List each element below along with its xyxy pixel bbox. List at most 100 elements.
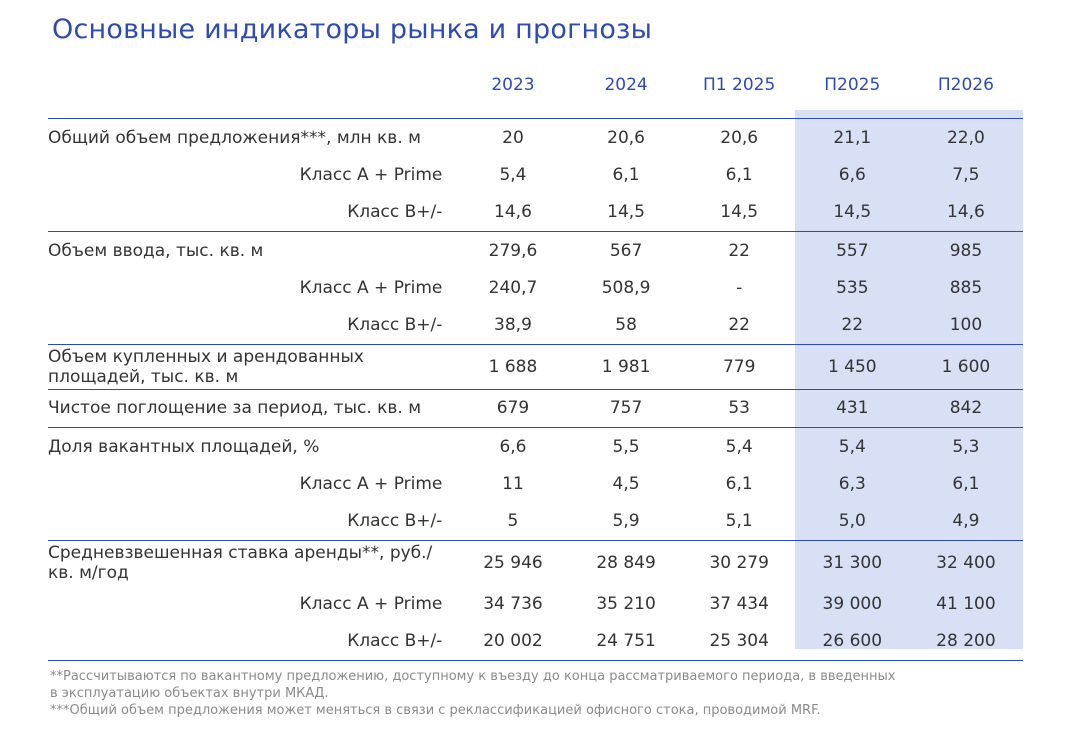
cell-value: 5,1 — [725, 511, 753, 532]
cell-value: 5,0 — [838, 511, 866, 532]
row-label: Класс В+/- — [347, 202, 443, 223]
cell-value: 557 — [795, 231, 909, 269]
indicators-table-container: 2023 2024 П1 2025 П2025 П2026 Общий объе… — [48, 62, 1023, 661]
column-header: П2026 — [908, 62, 1023, 119]
row-label: Объем купленных и арендованных площадей,… — [48, 343, 457, 389]
column-header: 2023 — [456, 62, 570, 119]
footnote-line: **Рассчитываются по вакантному предложен… — [50, 669, 896, 684]
cell-value: 885 — [949, 277, 983, 298]
cell-value: 20 — [502, 127, 524, 148]
table-row: Общий объем предложения***, млн кв. м 20… — [48, 119, 1023, 157]
cell-value: 28 200 — [908, 622, 1023, 661]
cell-value: 20,6 — [720, 127, 759, 148]
cell-value: 679 — [456, 388, 570, 428]
cell-value: 28 849 — [569, 540, 683, 585]
cell-value: 26 600 — [795, 622, 909, 661]
cell-value: 431 — [795, 388, 909, 428]
page-title: Основные индикаторы рынка и прогнозы — [52, 14, 653, 45]
table-row: Класс В+/- 14,6 14,5 14,5 14,5 14,6 — [48, 194, 1023, 232]
row-label: Класс В+/- — [347, 315, 443, 335]
cell-value: 6,1 — [952, 473, 980, 494]
table-row: Чистое поглощение за период, тыс. кв. м … — [48, 388, 1023, 428]
cell-value: 6,1 — [612, 165, 640, 185]
row-label: Чистое поглощение за период, тыс. кв. м — [48, 388, 457, 428]
column-header: 2024 — [569, 62, 683, 119]
cell-value: 6,6 — [456, 427, 570, 465]
table-row: Класс В+/- 20 002 24 751 25 304 26 600 2… — [48, 622, 1023, 661]
cell-value: 1 981 — [569, 343, 683, 389]
cell-value: 22 — [728, 315, 750, 335]
cell-value: - — [736, 277, 743, 298]
table-row: Класс В+/- 5 5,9 5,1 5,0 4,9 — [48, 503, 1023, 541]
footnotes: **Рассчитываются по вакантному предложен… — [50, 668, 950, 719]
cell-value: 240,7 — [488, 277, 538, 298]
cell-value: 6,1 — [725, 473, 753, 494]
cell-value: 38,9 — [494, 315, 532, 335]
row-label: Класс А + Prime — [299, 593, 443, 614]
cell-value: 22 — [682, 231, 796, 269]
cell-value: 14,5 — [833, 202, 872, 223]
column-header: П1 2025 — [682, 62, 796, 119]
cell-value: 35 210 — [596, 593, 656, 614]
cell-value: 842 — [908, 388, 1023, 428]
cell-value: 53 — [682, 388, 796, 428]
cell-value: 6,1 — [725, 165, 753, 185]
table-row: Класс А + Prime 240,7 508,9 - 535 885 — [48, 269, 1023, 307]
cell-value: 508,9 — [601, 277, 651, 298]
table-row: Класс В+/- 38,9 58 22 22 100 — [48, 307, 1023, 345]
cell-value: 14,5 — [720, 202, 759, 223]
row-label: Класс В+/- — [48, 622, 457, 661]
cell-value: 567 — [569, 231, 683, 269]
footnote-line: в эксплуатацию объектах внутри МКАД. — [50, 686, 329, 701]
cell-value: 30 279 — [682, 540, 796, 585]
table-row: Доля вакантных площадей, % 6,6 5,5 5,4 5… — [48, 427, 1023, 465]
cell-value: 6,6 — [838, 165, 866, 185]
cell-value: 4,9 — [952, 511, 980, 532]
cell-value: 20,6 — [607, 127, 645, 148]
row-label: Класс А + Prime — [299, 165, 443, 185]
cell-value: 14,5 — [607, 202, 645, 223]
cell-value: 279,6 — [456, 231, 570, 269]
cell-value: 31 300 — [795, 540, 909, 585]
cell-value: 25 304 — [682, 622, 796, 661]
cell-value: 100 — [949, 315, 983, 335]
cell-value: 21,1 — [833, 127, 872, 148]
indicators-table: 2023 2024 П1 2025 П2025 П2026 Общий объе… — [48, 62, 1023, 661]
cell-value: 7,5 — [952, 165, 980, 185]
table-row: Класс А + Prime 34 736 35 210 37 434 39 … — [48, 585, 1023, 622]
cell-value: 985 — [908, 231, 1023, 269]
cell-value: 1 600 — [908, 343, 1023, 389]
cell-value: 58 — [615, 315, 637, 335]
cell-value: 6,3 — [838, 473, 866, 494]
header-row: 2023 2024 П1 2025 П2025 П2026 — [48, 62, 1023, 119]
table-row: Объем купленных и арендованных площадей,… — [48, 343, 1023, 389]
cell-value: 1 688 — [456, 343, 570, 389]
cell-value: 5,4 — [795, 427, 909, 465]
cell-value: 14,6 — [494, 202, 532, 223]
row-label: Класс А + Prime — [299, 473, 443, 494]
footnote-line: ***Общий объем предложения может менятьс… — [50, 703, 821, 718]
cell-value: 4,5 — [612, 473, 640, 494]
table-row: Средневзвешенная ставка аренды**, руб./к… — [48, 540, 1023, 585]
row-label: Доля вакантных площадей, % — [48, 427, 457, 465]
table-row: Класс А + Prime 11 4,5 6,1 6,3 6,1 — [48, 465, 1023, 503]
row-label: Объем ввода, тыс. кв. м — [48, 231, 457, 269]
row-label: Класс В+/- — [347, 511, 443, 532]
cell-value: 37 434 — [709, 593, 769, 614]
row-label: Общий объем предложения***, млн кв. м — [48, 127, 421, 148]
cell-value: 20 002 — [456, 622, 570, 661]
cell-value: 25 946 — [456, 540, 570, 585]
cell-value: 5,5 — [569, 427, 683, 465]
column-header: П2025 — [795, 62, 909, 119]
cell-value: 1 450 — [795, 343, 909, 389]
row-label: Средневзвешенная ставка аренды**, руб./к… — [48, 540, 457, 585]
cell-value: 757 — [569, 388, 683, 428]
cell-value: 5,9 — [612, 511, 640, 532]
cell-value: 41 100 — [936, 593, 996, 614]
cell-value: 14,6 — [946, 202, 985, 223]
row-label: Класс А + Prime — [299, 277, 443, 298]
cell-value: 779 — [682, 343, 796, 389]
cell-value: 5,3 — [908, 427, 1023, 465]
cell-value: 11 — [502, 473, 524, 494]
cell-value: 5,4 — [499, 165, 527, 185]
